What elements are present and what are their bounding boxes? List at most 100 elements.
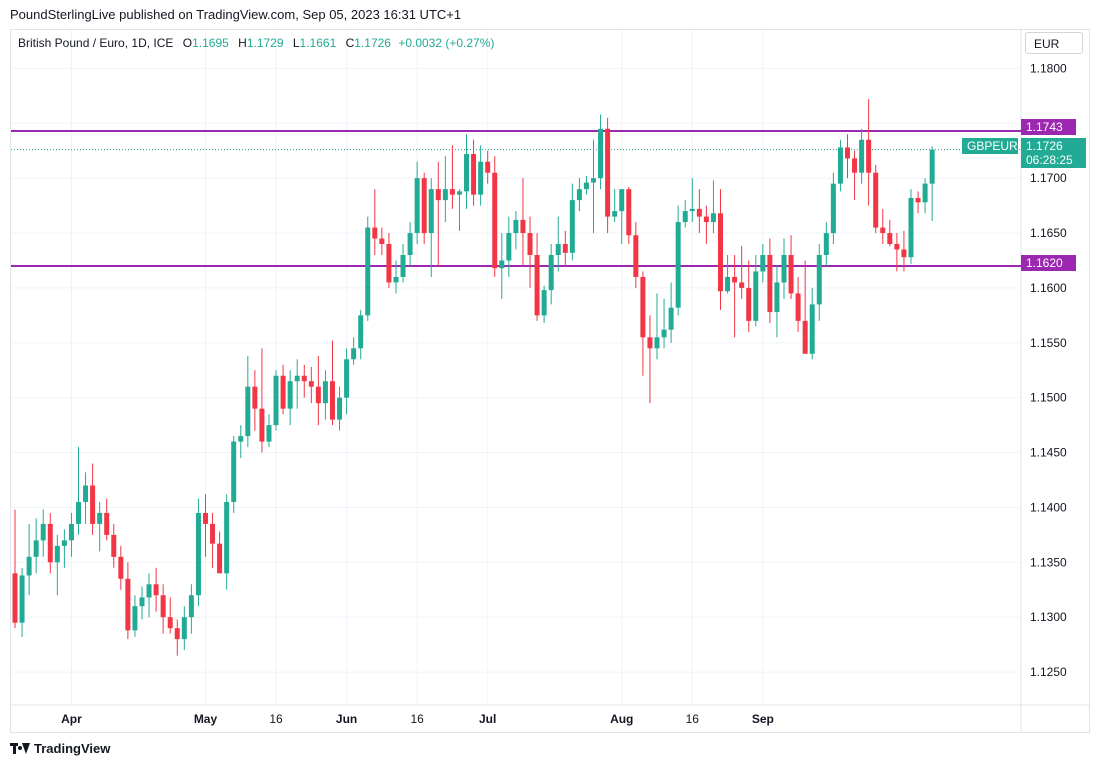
candle-body xyxy=(224,501,230,574)
candle-body xyxy=(231,441,237,502)
candle-body xyxy=(661,329,667,338)
candle-body xyxy=(562,244,568,253)
candle-body xyxy=(852,158,858,173)
candle-body xyxy=(499,260,505,269)
candle-body xyxy=(640,276,646,338)
candle-body xyxy=(837,147,843,184)
candle-body xyxy=(19,575,25,623)
candle-body xyxy=(583,182,589,190)
candle-body xyxy=(802,320,808,354)
candle-body xyxy=(442,189,448,201)
candle-body xyxy=(710,213,716,223)
candle-body xyxy=(569,200,575,253)
candle-body xyxy=(167,617,173,629)
candle-body xyxy=(527,233,533,255)
candle-body xyxy=(294,375,300,382)
candle-body xyxy=(118,556,124,579)
candle-body xyxy=(217,543,223,574)
candle-body xyxy=(929,149,935,184)
legend-close-label: C xyxy=(345,36,355,50)
x-tick-label: 16 xyxy=(269,712,283,726)
candle-body xyxy=(344,359,350,398)
y-tick-label: 1.1450 xyxy=(1030,446,1067,460)
candle-body xyxy=(414,178,420,234)
currency-button[interactable]: EUR xyxy=(1025,32,1083,54)
candle-body xyxy=(788,255,794,294)
candle-body xyxy=(146,584,152,598)
candle-body xyxy=(485,161,491,173)
footer-brand: TradingView xyxy=(10,741,110,756)
candle-body xyxy=(492,172,498,269)
candle-body xyxy=(478,161,484,195)
candle-body xyxy=(47,523,53,563)
candle-body xyxy=(400,255,406,277)
candle-body xyxy=(125,578,131,631)
candle-body xyxy=(908,197,914,258)
candle-body xyxy=(689,208,695,212)
candle-body xyxy=(795,293,801,321)
candle-body xyxy=(97,512,103,524)
candle-body xyxy=(245,386,251,437)
candle-body xyxy=(682,211,688,223)
candle-body xyxy=(280,375,286,409)
candle-body xyxy=(760,255,766,272)
candle-body xyxy=(266,425,272,442)
last-price-tag: 1.1726 06:28:25 xyxy=(1021,138,1086,168)
candle-body xyxy=(407,233,413,255)
candle-body xyxy=(894,244,900,250)
legend-open-value: 1.1695 xyxy=(192,36,229,50)
last-price-value: 1.1726 xyxy=(1026,139,1063,153)
candle-body xyxy=(372,227,378,239)
candle-body xyxy=(75,501,81,524)
candle-body xyxy=(901,249,907,258)
candle-body xyxy=(725,276,731,292)
candle-body xyxy=(668,307,674,330)
candle-body xyxy=(337,397,343,420)
candle-body xyxy=(33,540,39,557)
symbol-tag: GBPEUR xyxy=(962,138,1018,154)
candle-body xyxy=(12,573,18,623)
candle-body xyxy=(880,227,886,234)
candle-body xyxy=(139,597,145,607)
candle-body xyxy=(351,348,357,360)
candle-body xyxy=(68,523,74,541)
candle-body xyxy=(301,375,307,382)
candle-body xyxy=(61,540,67,546)
legend-close-value: 1.1726 xyxy=(354,36,391,50)
candle-body xyxy=(379,238,385,245)
x-tick-label: Jun xyxy=(336,712,357,726)
candle-body xyxy=(541,290,547,316)
y-tick-label: 1.1250 xyxy=(1030,665,1067,679)
candle-body xyxy=(174,628,180,640)
y-tick-label: 1.1700 xyxy=(1030,171,1067,185)
candle-body xyxy=(315,386,321,404)
candle-body xyxy=(195,512,201,596)
candle-body xyxy=(753,271,759,321)
x-tick-label: Apr xyxy=(61,712,82,726)
x-tick-label: Sep xyxy=(752,712,774,726)
candle-body xyxy=(421,178,427,234)
legend-high-value: 1.1729 xyxy=(246,36,284,50)
candle-body xyxy=(591,178,597,183)
chart-frame xyxy=(10,29,1090,733)
legend-symbol: British Pound / Euro, 1D, ICE xyxy=(18,36,174,50)
candle-body xyxy=(456,191,462,195)
legend-low-value: 1.1661 xyxy=(299,36,337,50)
candle-body xyxy=(598,128,604,179)
y-tick-label: 1.1600 xyxy=(1030,281,1067,295)
candle-body xyxy=(873,172,879,228)
candle-body xyxy=(739,282,745,288)
y-tick-label: 1.1800 xyxy=(1030,61,1067,75)
candle-body xyxy=(329,381,335,420)
candle-body xyxy=(612,211,618,217)
y-tick-label: 1.1550 xyxy=(1030,336,1067,350)
candle-body xyxy=(90,485,96,524)
y-tick-label: 1.1300 xyxy=(1030,610,1067,624)
bar-countdown: 06:28:25 xyxy=(1026,153,1073,167)
candle-body xyxy=(675,222,681,308)
candle-body xyxy=(210,523,216,544)
x-tick-label: 16 xyxy=(686,712,700,726)
legend-high-label: H xyxy=(238,36,247,50)
candle-body xyxy=(287,381,293,409)
